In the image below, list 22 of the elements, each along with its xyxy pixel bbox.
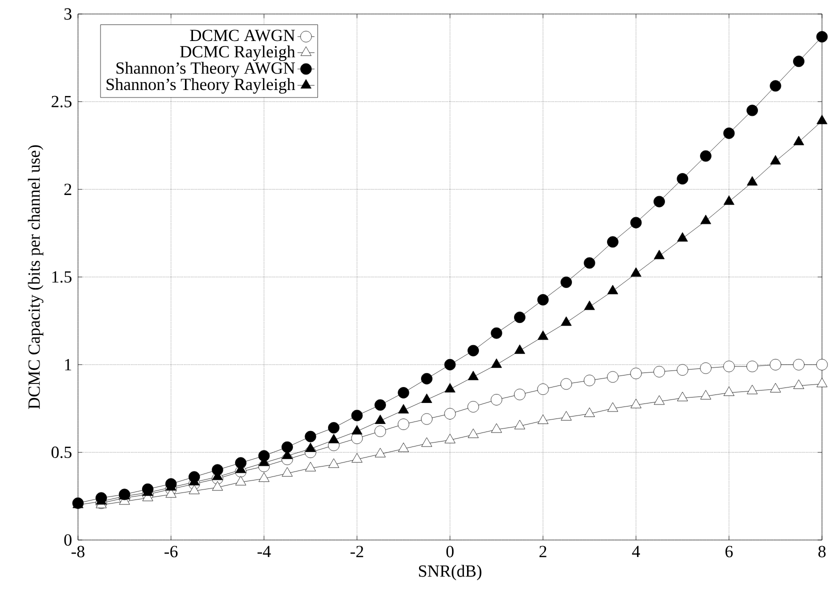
y-tick-label: 2 bbox=[64, 184, 72, 195]
legend-label: Shannon’s Theory AWGN bbox=[116, 62, 295, 78]
y-tick-label: 0.5 bbox=[52, 446, 72, 458]
y-tick-label: 0 bbox=[64, 534, 72, 546]
y-tick-label: 2.5 bbox=[52, 96, 72, 108]
y-tick-label: 1.5 bbox=[52, 271, 72, 283]
x-tick-label: -4 bbox=[258, 546, 271, 558]
x-tick-label: -8 bbox=[72, 546, 84, 558]
x-tick-label: -2 bbox=[350, 546, 364, 558]
x-tick-label: -6 bbox=[164, 546, 178, 558]
y-axis-title: DCMC Capacity (bits per channel use) bbox=[28, 145, 44, 409]
x-axis-title: SNR(dB) bbox=[419, 564, 482, 580]
x-tick-label: 8 bbox=[818, 546, 826, 558]
x-tick-label: 6 bbox=[725, 546, 733, 558]
legend-label: Shannon’s Theory Rayleigh bbox=[106, 78, 296, 94]
y-tick-label: 1 bbox=[65, 359, 72, 370]
legend-label: DCMC AWGN bbox=[190, 30, 295, 42]
x-tick-label: 2 bbox=[539, 546, 546, 558]
legend-label: DCMC Rayleigh bbox=[180, 46, 296, 61]
y-tick-label: 3 bbox=[64, 8, 72, 20]
x-tick-label: 0 bbox=[446, 546, 454, 558]
x-tick-label: 4 bbox=[632, 546, 640, 558]
